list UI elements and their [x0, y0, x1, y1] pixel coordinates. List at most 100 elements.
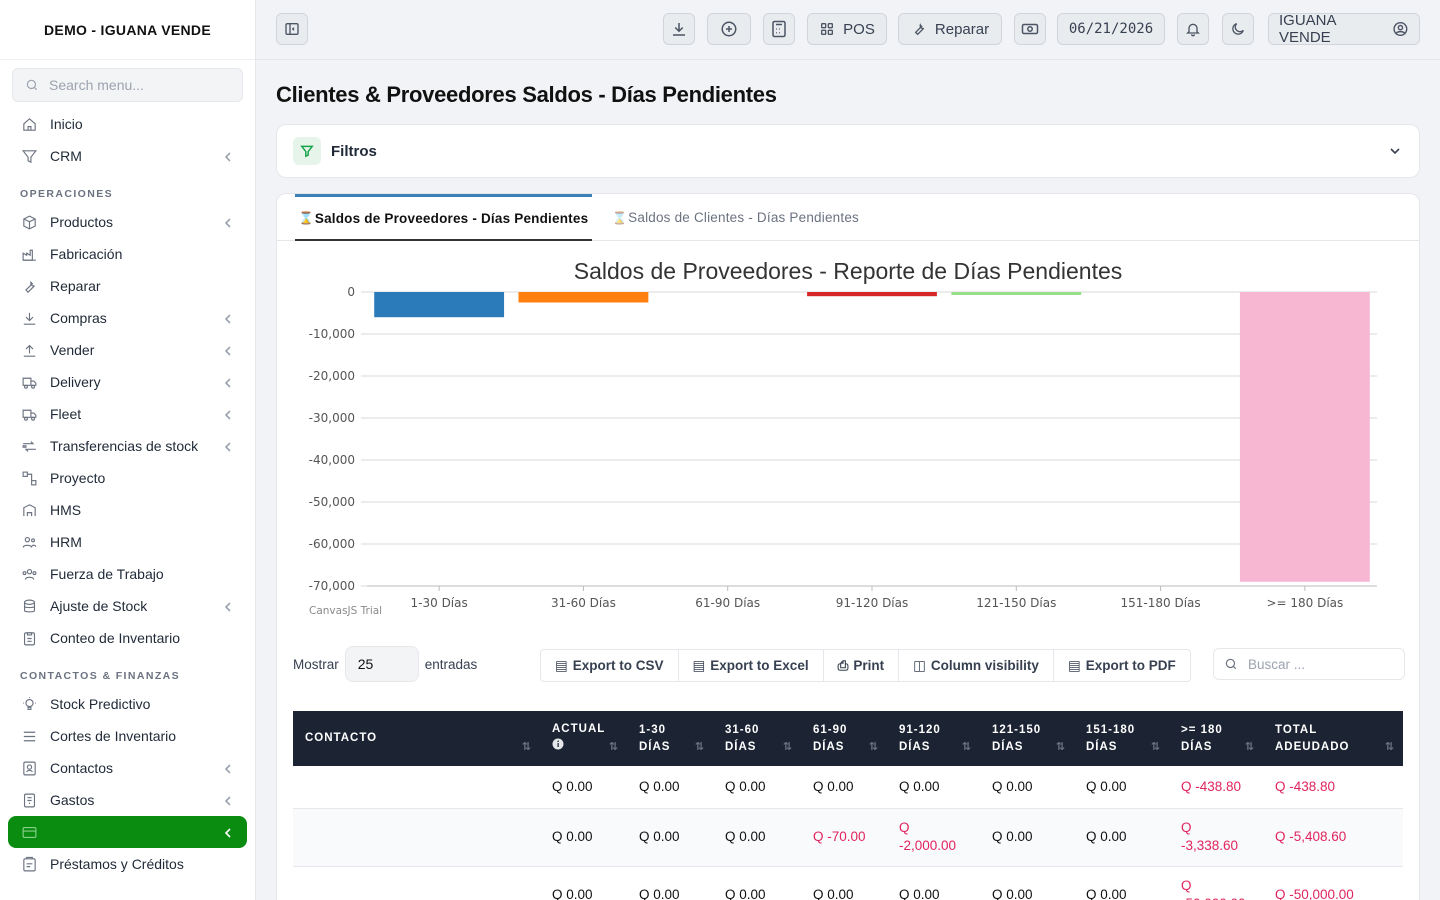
chart-bar[interactable]: [807, 292, 937, 297]
sidebar-item-cuota[interactable]: Cuota: [8, 816, 247, 848]
sidebar-item-label: Inicio: [50, 116, 83, 132]
sidebar-item-label: Productos: [50, 214, 114, 230]
table-row[interactable]: Q 0.00 Q 0.00 Q 0.00 Q 0.00 Q 0.00 Q 0.00 Q 0.…: [293, 866, 1403, 900]
export-excel-button[interactable]: ▤ Export to Excel: [679, 650, 824, 681]
download-button[interactable]: [663, 13, 695, 45]
sort-icon[interactable]: ⇅: [1150, 741, 1161, 753]
table-cell: [293, 808, 540, 867]
table-row[interactable]: Q 0.00 Q 0.00 Q 0.00 Q 0.00 Q 0.00 Q 0.00 Q 0.…: [293, 766, 1403, 809]
menu-search-input[interactable]: Search menu...: [12, 68, 243, 102]
sidebar-item-productos[interactable]: Productos: [0, 206, 255, 238]
sidebar-item-fuerza-de-trabajo[interactable]: Fuerza de Trabajo: [0, 558, 255, 590]
chart-bar[interactable]: [518, 292, 649, 303]
chart-bar[interactable]: [951, 292, 1082, 295]
sort-icon[interactable]: ⇅: [782, 741, 793, 753]
print-button[interactable]: ⎙ Print: [824, 650, 900, 681]
table-row[interactable]: Q 0.00 Q 0.00 Q 0.00 Q -70.00 Q -2,000.00 Q 0…: [293, 808, 1403, 867]
sidebar-item-inicio[interactable]: Inicio: [0, 108, 255, 140]
chart-y-tick-label: -70,000: [309, 579, 355, 593]
table-search-input[interactable]: Buscar ...: [1213, 648, 1405, 680]
notifications-button[interactable]: [1177, 13, 1209, 45]
sidebar-item-fabricación[interactable]: Fabricación: [0, 238, 255, 270]
column-header-label: 151-180 DÍAS: [1086, 723, 1136, 753]
search-icon: [1225, 658, 1237, 670]
column-header[interactable]: >= 180 DÍAS ⇅: [1169, 711, 1263, 766]
sidebar-item-fleet[interactable]: Fleet: [0, 398, 255, 430]
column-header[interactable]: 61-90 DÍAS ⇅: [801, 711, 887, 766]
table-cell: Q 0.00: [627, 766, 713, 809]
sidebar-item-vender[interactable]: Vender: [0, 334, 255, 366]
grid-icon: [821, 22, 834, 35]
page-size-select[interactable]: 25: [344, 646, 419, 682]
sidebar-item-stock-predictivo[interactable]: Stock Predictivo: [0, 688, 255, 720]
column-header[interactable]: ACTUAL ⇅: [540, 711, 627, 766]
chevron-left-icon: [223, 600, 233, 616]
sidebar-item-préstamos-y-créditos[interactable]: Préstamos y Créditos: [0, 848, 255, 880]
sidebar-item-delivery[interactable]: Delivery: [0, 366, 255, 398]
sidebar-item-gastos[interactable]: Gastos: [0, 784, 255, 816]
column-header[interactable]: 91-120 DÍAS ⇅: [887, 711, 980, 766]
download-icon: [673, 23, 685, 36]
sidebar-item-contactos[interactable]: Contactos: [0, 752, 255, 784]
sort-icon[interactable]: ⇅: [1384, 741, 1395, 753]
sidebar-item-crm[interactable]: CRM: [0, 140, 255, 172]
table-cell: Q 0.00: [627, 808, 713, 867]
factory-icon: [20, 245, 38, 263]
column-header[interactable]: 121-150 DÍAS ⇅: [980, 711, 1074, 766]
sort-icon[interactable]: ⇅: [694, 741, 705, 753]
sidebar-item-cortes-de-inventario[interactable]: Cortes de Inventario: [0, 720, 255, 752]
sidebar-item-label: Ajuste de Stock: [50, 598, 148, 614]
sidebar-item-reparar[interactable]: Reparar: [0, 270, 255, 302]
calculator-button[interactable]: [763, 13, 795, 45]
filter-icon-wrap: [293, 137, 321, 165]
user-menu-button[interactable]: IGUANA VENDE: [1268, 12, 1420, 46]
add-button[interactable]: [707, 13, 751, 45]
tab-suppliers[interactable]: ⌛ Saldos de Proveedores - Días Pendiente…: [295, 194, 592, 241]
tabs: ⌛ Saldos de Proveedores - Días Pendiente…: [277, 194, 1419, 241]
receipt-icon: [20, 791, 38, 809]
sidebar-item-transferencias-de-stock[interactable]: Transferencias de stock: [0, 430, 255, 462]
column-header[interactable]: 31-60 DÍAS ⇅: [713, 711, 801, 766]
chevron-left-icon: [223, 376, 233, 392]
sidebar-item-label: Delivery: [50, 374, 101, 390]
date-display[interactable]: 06/21/2026: [1057, 13, 1165, 45]
sort-icon[interactable]: ⇅: [521, 741, 532, 753]
sidebar-item-label: Fabricación: [50, 246, 123, 262]
chart-bar[interactable]: [1239, 292, 1370, 582]
column-header[interactable]: 151-180 DÍAS ⇅: [1074, 711, 1169, 766]
table-cell: Q -438.80: [1169, 766, 1263, 809]
sidebar-item-proyecto[interactable]: Proyecto: [0, 462, 255, 494]
info-icon[interactable]: [552, 738, 615, 756]
column-visibility-button[interactable]: ◫ Column visibility: [899, 650, 1054, 681]
table-cell: Q 0.00: [540, 766, 627, 809]
tab-clients[interactable]: ⌛ Saldos de Clientes - Días Pendientes: [612, 194, 859, 241]
column-header[interactable]: 1-30 DÍAS ⇅: [627, 711, 713, 766]
sidebar-item-conteo-de-inventario[interactable]: Conteo de Inventario: [0, 622, 255, 654]
sidebar-item-ajuste-de-stock[interactable]: Ajuste de Stock: [0, 590, 255, 622]
column-header[interactable]: CONTACTO ⇅: [293, 711, 540, 766]
filters-label: Filtros: [331, 142, 377, 160]
sort-icon[interactable]: ⇅: [608, 741, 619, 753]
sidebar-item-hrm[interactable]: HRM: [0, 526, 255, 558]
sort-icon[interactable]: ⇅: [961, 741, 972, 753]
pos-button[interactable]: POS: [807, 13, 887, 45]
repair-button[interactable]: Reparar: [898, 13, 1002, 45]
sidebar-item-label: Transferencias de stock: [50, 438, 199, 454]
toggle-sidebar-button[interactable]: [276, 13, 308, 45]
sort-icon[interactable]: ⇅: [1055, 741, 1066, 753]
sidebar-toggle-icon: [285, 23, 299, 35]
sort-icon[interactable]: ⇅: [868, 741, 879, 753]
box-icon: [20, 213, 38, 231]
export-pdf-button[interactable]: ▤ Export to PDF: [1054, 650, 1190, 681]
section-contactos-finanzas: CONTACTOS & FINANZAS: [20, 670, 181, 682]
export-csv-button[interactable]: ▤ Export to CSV: [541, 650, 679, 681]
column-header[interactable]: TOTAL ADEUDADO ⇅: [1263, 711, 1403, 766]
cash-button[interactable]: [1014, 13, 1046, 45]
table-cell: Q -438.80: [1263, 766, 1403, 809]
filters-panel[interactable]: Filtros: [276, 124, 1420, 178]
dark-mode-button[interactable]: [1222, 13, 1254, 45]
chart-bar[interactable]: [374, 292, 505, 318]
sidebar-item-compras[interactable]: Compras: [0, 302, 255, 334]
sort-icon[interactable]: ⇅: [1244, 741, 1255, 753]
sidebar-item-hms[interactable]: HMS: [0, 494, 255, 526]
